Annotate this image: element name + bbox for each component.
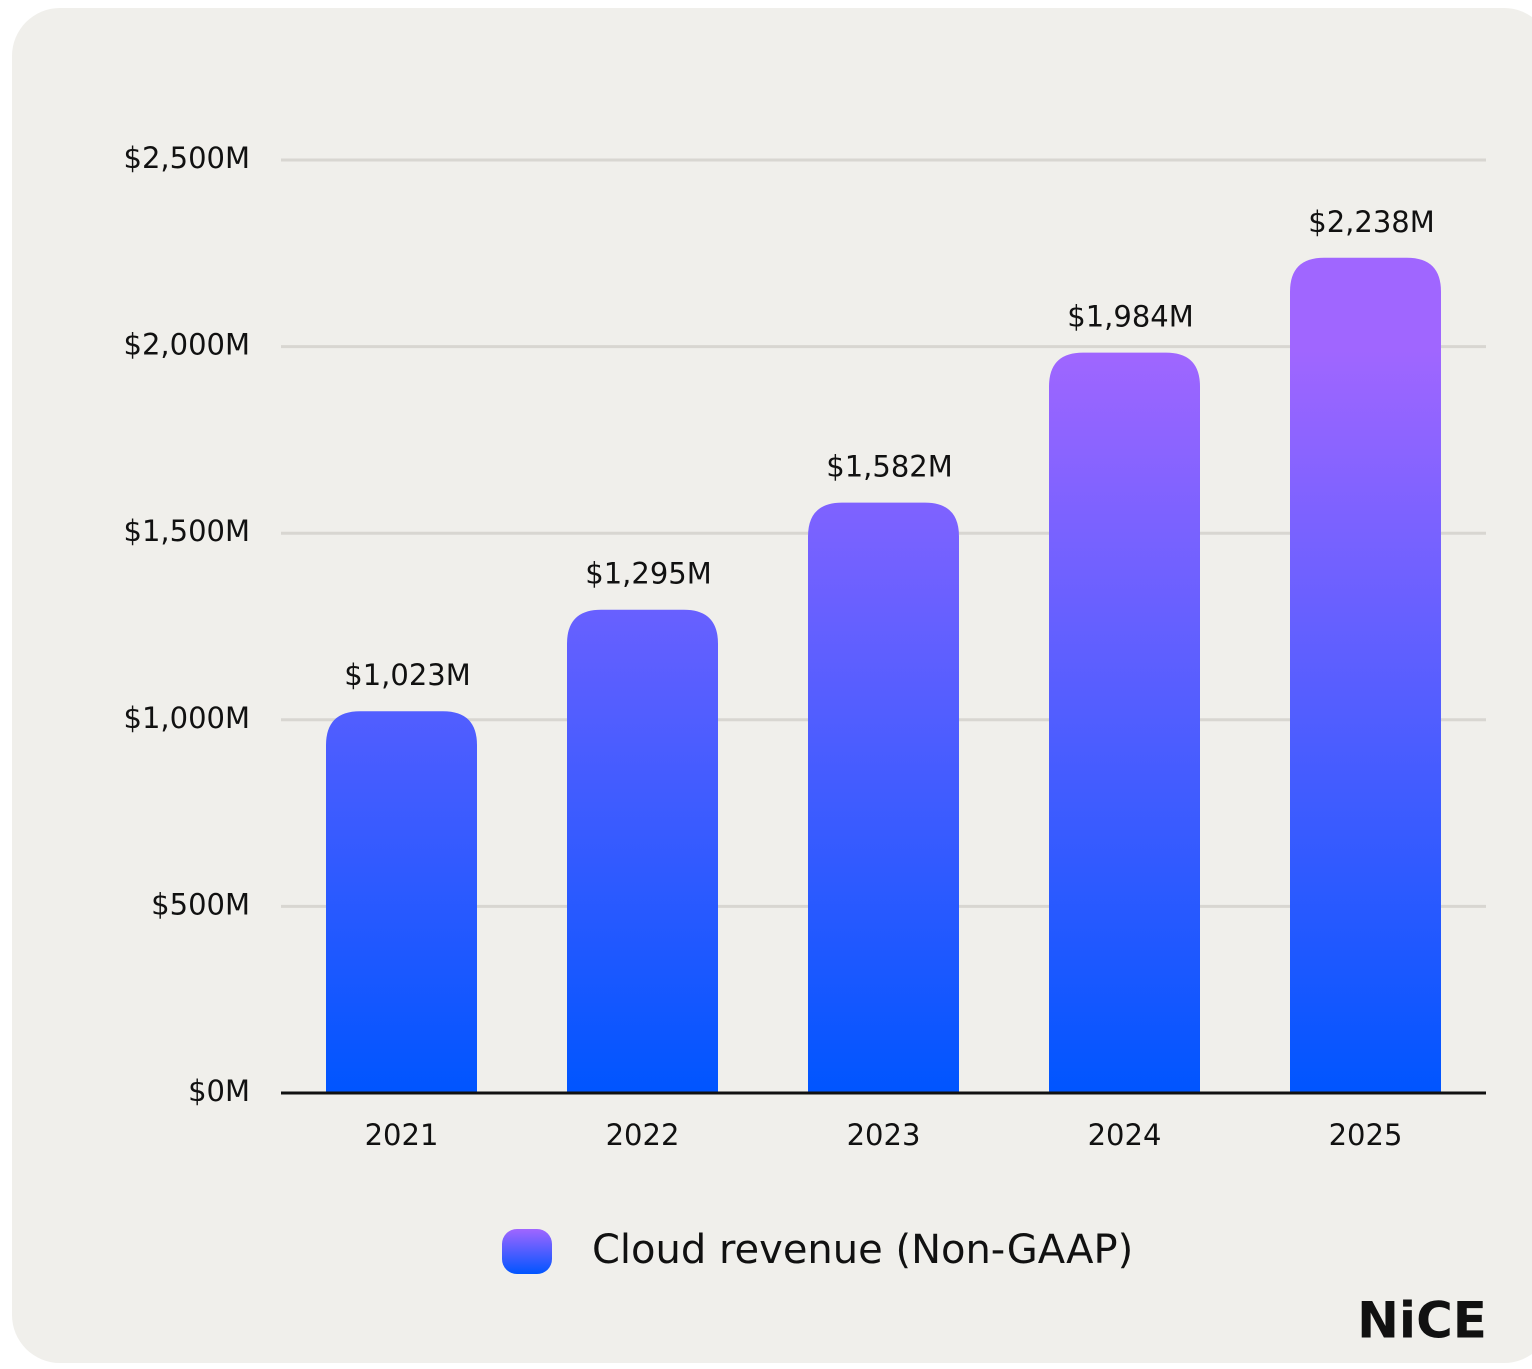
x-tick-label: 2025 [1329, 1118, 1403, 1152]
bar [1049, 352, 1200, 1094]
legend-label: Cloud revenue (Non-GAAP) [592, 1227, 1133, 1273]
x-tick-label: 2023 [847, 1118, 921, 1152]
logo: NiCE [1357, 1292, 1487, 1350]
bar [808, 502, 959, 1093]
x-tick-label: 2021 [365, 1118, 439, 1152]
data-label: $1,023M [344, 658, 471, 692]
x-tick-label: 2022 [606, 1118, 680, 1152]
data-label: $1,295M [585, 557, 712, 591]
data-label: $1,582M [826, 450, 953, 484]
y-tick-label: $2,500M [124, 141, 251, 175]
y-tick-label: $500M [151, 887, 250, 921]
y-tick-label: $1,000M [124, 701, 251, 735]
data-label: $2,238M [1308, 205, 1435, 239]
data-label: $1,984M [1067, 300, 1194, 334]
x-tick-label: 2024 [1088, 1118, 1162, 1152]
bar [326, 711, 477, 1093]
y-tick-label: $2,000M [124, 328, 251, 362]
legend-swatch [502, 1229, 552, 1274]
y-tick-label: $1,500M [124, 514, 251, 548]
bar [567, 609, 718, 1093]
y-tick-label: $0M [188, 1074, 250, 1108]
bar [1290, 257, 1441, 1093]
